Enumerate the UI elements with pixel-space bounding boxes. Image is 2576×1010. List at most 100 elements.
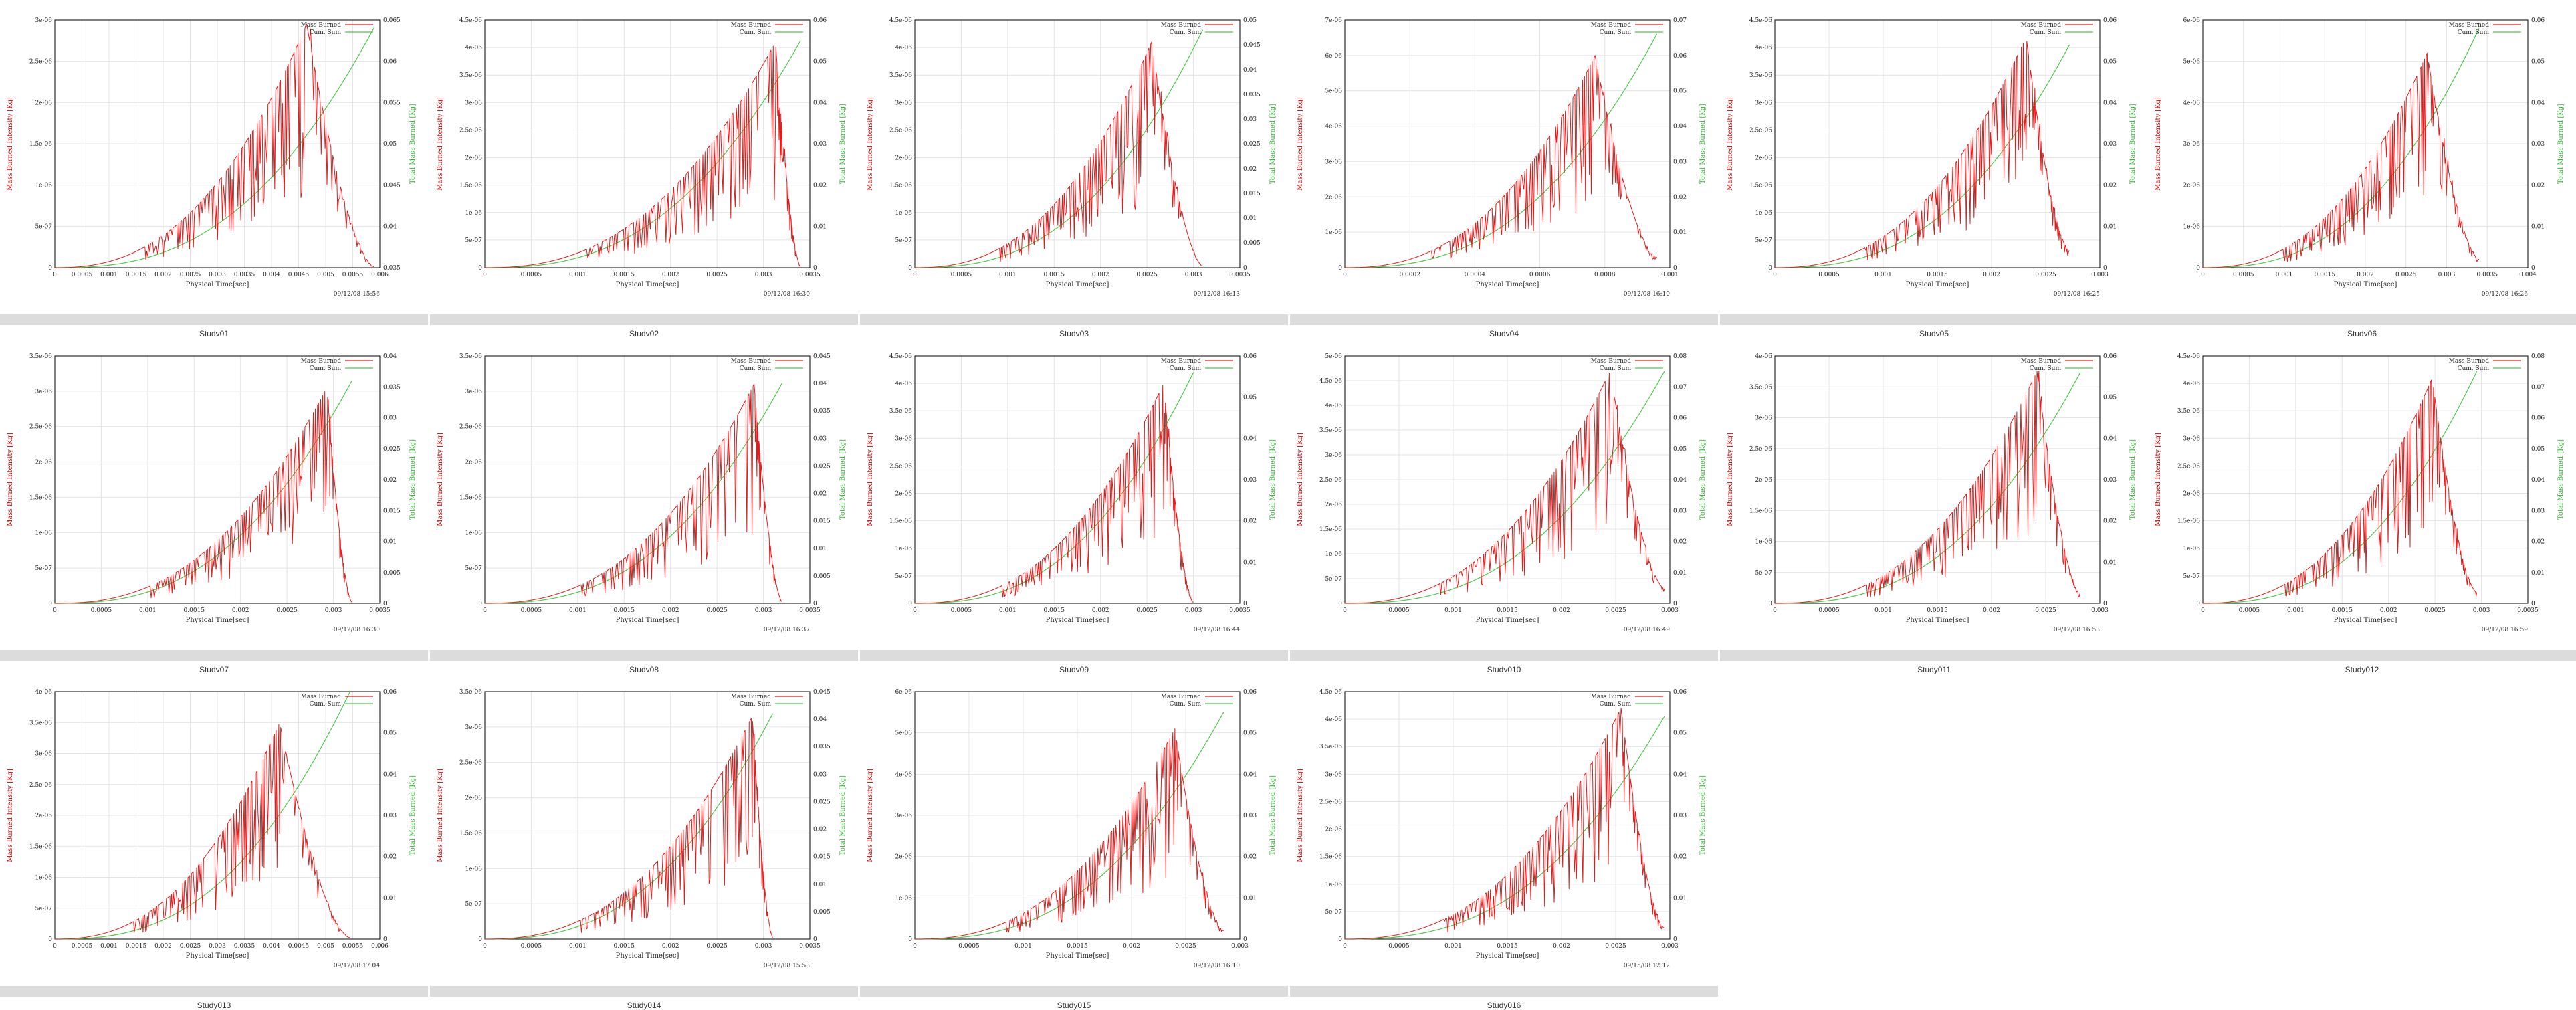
x-tick-label: 0.0005 [2239, 607, 2260, 614]
y2-tick-label: 0.02 [813, 491, 827, 498]
y-tick-label: 0 [1338, 936, 1342, 943]
y2-axis-label: Total Mass Burned [Kg] [1269, 439, 1277, 520]
x-tick-label: 0.003 [2473, 607, 2490, 614]
caption-bar: Study01 [0, 314, 428, 338]
timestamp: 09/12/08 16:44 [1194, 627, 1240, 633]
y-tick-label: 4e-06 [2183, 100, 2200, 106]
mass-burned-line [1775, 371, 2080, 604]
y-tick-label: 7e-06 [1325, 17, 1342, 24]
y-tick-label: 2e-06 [465, 460, 482, 466]
legend-label-cum-sum: Cum. Sum [2458, 29, 2490, 36]
y2-tick-label: 0.04 [813, 381, 827, 387]
y2-tick-label: 0.03 [383, 813, 397, 819]
y2-tick-label: 0.03 [2531, 141, 2545, 148]
y-tick-label: 4e-06 [895, 771, 912, 778]
x-tick-label: 0.002 [1092, 607, 1109, 614]
x-tick-label: 0.0015 [1044, 607, 1065, 614]
caption-bar: Study015 [860, 986, 1288, 1010]
x-tick-label: 0.0015 [2332, 607, 2353, 614]
x-tick-label: 0.0015 [1067, 943, 1088, 950]
y-tick-label: 3e-06 [1325, 452, 1342, 459]
y-tick-label: 1.5e-06 [889, 183, 912, 189]
y-tick-label: 2.5e-06 [459, 424, 482, 431]
caption-bar: Study03 [860, 314, 1288, 338]
x-axis-label: Physical Time[sec] [1046, 617, 1109, 624]
legend-label-mass-burned: Mass Burned [1161, 358, 1202, 365]
x-tick-label: 0.0005 [1818, 607, 1840, 614]
y2-tick-label: 0.05 [383, 141, 397, 148]
y2-tick-label: 0.03 [813, 435, 827, 442]
y2-axis-label: Total Mass Burned [Kg] [1699, 104, 1707, 184]
y2-tick-label: 0.01 [2103, 559, 2117, 566]
x-axis-label: Physical Time[sec] [2334, 617, 2397, 624]
x-tick-label: 0.0025 [2035, 272, 2056, 278]
x-tick-label: 0.001 [1661, 272, 1679, 278]
caption-bar: Study06 [2148, 314, 2576, 338]
y-tick-label: 3e-06 [465, 389, 482, 395]
y2-tick-label: 0.05 [813, 59, 827, 66]
x-tick-label: 0.0025 [2035, 607, 2056, 614]
chart-background [430, 336, 858, 650]
y2-tick-label: 0.035 [383, 265, 401, 272]
y2-tick-label: 0.04 [1673, 124, 1687, 130]
y2-tick-label: 0.03 [1243, 477, 1257, 484]
y-tick-label: 1e-06 [35, 875, 52, 882]
y2-tick-label: 0.07 [2531, 384, 2545, 391]
y-tick-label: 4e-06 [895, 45, 912, 52]
x-tick-label: 0.001 [139, 607, 156, 614]
y2-tick-label: 0.04 [2103, 100, 2117, 106]
y-tick-label: 5e-07 [1325, 576, 1342, 583]
x-tick-label: 0.003 [209, 943, 226, 950]
y2-tick-label: 0.01 [1243, 215, 1257, 222]
mass-burned-line [1345, 708, 1665, 940]
x-tick-label: 0 [1343, 943, 1347, 950]
y2-tick-label: 0.05 [1673, 88, 1687, 95]
x-tick-label: 0 [1773, 607, 1777, 614]
caption-label: Study015 [1057, 1001, 1091, 1010]
y-tick-label: 2e-06 [895, 854, 912, 861]
x-tick-label: 0.0025 [276, 607, 298, 614]
y-tick-label: 1e-06 [1755, 210, 1772, 217]
y2-tick-label: 0 [1243, 936, 1247, 943]
caption-bar: Study014 [430, 986, 858, 1010]
y-tick-label: 5e-07 [35, 565, 52, 572]
x-tick-label: 0.0025 [706, 607, 728, 614]
x-tick-label: 0.003 [2438, 272, 2456, 278]
y-tick-label: 0 [1338, 265, 1342, 272]
y2-tick-label: 0.06 [1673, 689, 1687, 696]
y2-tick-label: 0 [2103, 265, 2107, 272]
chart-panel: 0 0.0005 0.001 0.0015 0.002 0.0025 0.003 0.0035… [0, 0, 428, 338]
y-tick-label: 0 [478, 601, 482, 607]
x-tick-label: 0.002 [1092, 272, 1109, 278]
y-axis-label: Mass Burned Intensity [Kg] [437, 97, 444, 191]
x-axis-label: Physical Time[sec] [1476, 617, 1539, 624]
y-tick-label: 2.5e-06 [1319, 477, 1342, 484]
x-tick-label: 0 [483, 607, 487, 614]
y-tick-label: 4e-06 [895, 381, 912, 387]
x-tick-label: 0.0015 [126, 272, 147, 278]
y2-tick-label: 0.06 [2531, 17, 2545, 24]
cum-sum-line [915, 712, 1224, 940]
line-chart: 0 0.0005 0.001 0.0015 0.002 0.0025 0.003 0.0035… [430, 672, 858, 986]
y-tick-label: 1.5e-06 [2177, 518, 2200, 525]
legend-label-cum-sum: Cum. Sum [2030, 29, 2062, 36]
timestamp: 09/12/08 16:59 [2482, 627, 2528, 633]
y-tick-label: 1.5e-06 [29, 141, 52, 148]
y-tick-label: 5e-07 [35, 223, 52, 230]
x-tick-label: 0.0015 [184, 607, 205, 614]
plot-frame [54, 355, 381, 604]
legend-label-cum-sum: Cum. Sum [740, 701, 772, 708]
x-tick-label: 0.0015 [2315, 272, 2336, 278]
y2-tick-label: 0.02 [383, 854, 397, 861]
y-tick-label: 2e-06 [2183, 183, 2200, 189]
y2-tick-label: 0.05 [2103, 59, 2117, 66]
line-chart: 0 0.0005 0.001 0.0015 0.002 0.0025 0.003 0.0035… [0, 336, 428, 650]
y-axis-label: Mass Burned Intensity [Kg] [2155, 97, 2162, 191]
y-tick-label: 1.5e-06 [889, 518, 912, 525]
plot-frame [1774, 19, 2101, 268]
y2-tick-label: 0.045 [1243, 42, 1261, 49]
mass-burned-line [485, 718, 773, 940]
legend-label-cum-sum: Cum. Sum [1170, 365, 1202, 372]
cum-sum-line [1775, 372, 2081, 604]
y2-tick-label: 0.02 [1243, 518, 1257, 525]
